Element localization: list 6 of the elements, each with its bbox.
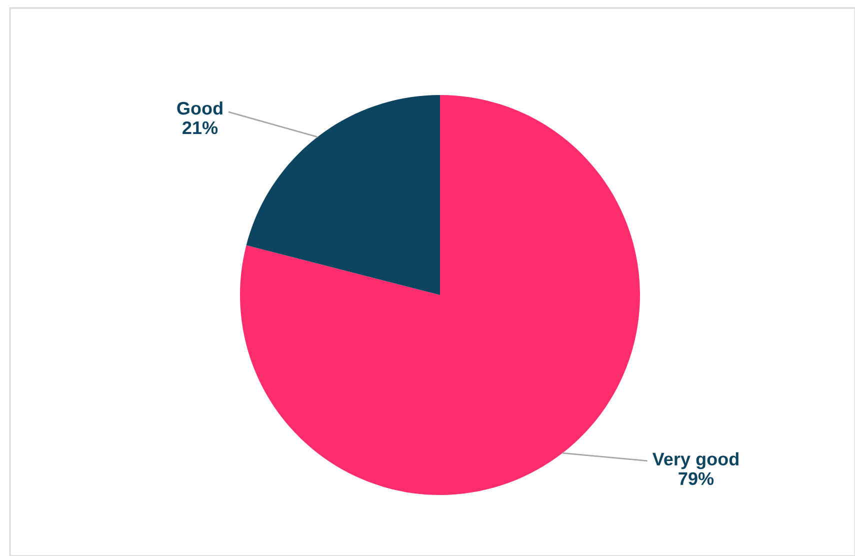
pie-slice [246, 95, 440, 295]
slice-label: Good [177, 101, 222, 115]
data-label: 79% [678, 472, 714, 486]
slice-label: Very good [652, 452, 738, 470]
data-label: 21% [182, 121, 218, 134]
pie-slice [240, 95, 640, 495]
